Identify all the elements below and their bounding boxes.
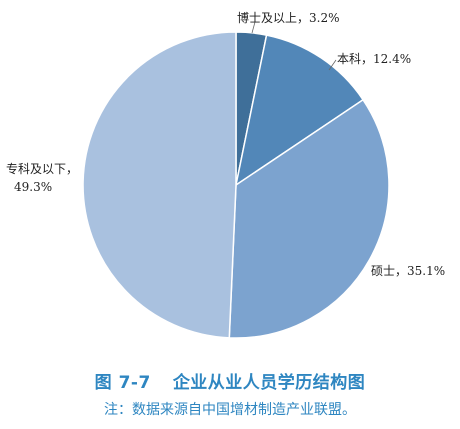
figure-title: 企业从业人员学历结构图 bbox=[172, 373, 366, 393]
label-phd: 博士及以上，3.2% bbox=[237, 10, 340, 25]
label-leaders bbox=[251, 21, 337, 71]
label-master: 硕士，35.1% bbox=[371, 264, 445, 278]
label-bachelor: 本科，12.4% bbox=[337, 52, 411, 66]
slice-college bbox=[82, 31, 237, 339]
figure-number: 图 7-7 bbox=[94, 373, 151, 393]
slice-bachelor bbox=[234, 34, 365, 187]
label-college-value: 49.3% bbox=[14, 180, 52, 194]
slice-master bbox=[228, 98, 390, 339]
figure-caption: 图 7-7 企业从业人员学历结构图 bbox=[0, 368, 460, 393]
leader-bachelor bbox=[328, 59, 337, 71]
pie-slices bbox=[82, 31, 390, 339]
leader-phd bbox=[251, 21, 256, 34]
figure-source-note: 注：数据来源自中国增材制造产业联盟。 bbox=[104, 402, 356, 418]
label-college: 专科及以下， bbox=[6, 161, 78, 176]
